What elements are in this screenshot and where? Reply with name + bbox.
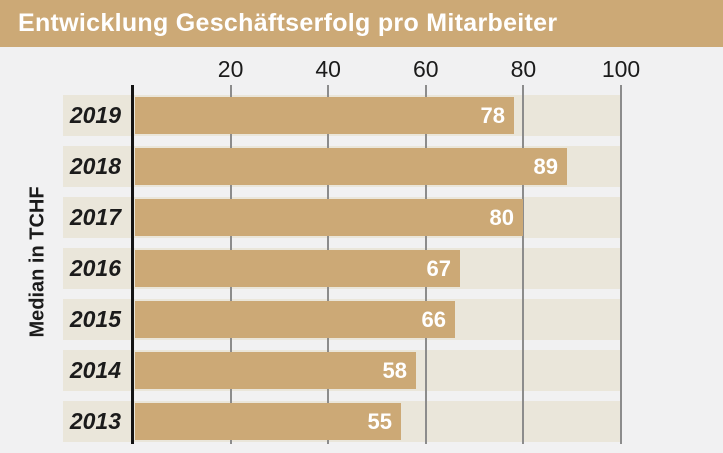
bar: 89	[135, 148, 567, 185]
bar: 80	[135, 199, 523, 236]
bar: 55	[135, 403, 401, 440]
bar-value-label: 55	[367, 409, 392, 434]
gridline	[620, 85, 622, 444]
category-label: 2014	[69, 357, 121, 383]
bar: 78	[135, 97, 514, 134]
chart-title-bar: Entwicklung Geschäftserfolg pro Mitarbei…	[0, 0, 723, 47]
bar: 58	[135, 352, 416, 389]
x-tick-label: 60	[413, 56, 439, 82]
bar-value-label: 78	[480, 103, 505, 128]
category-label: 2015	[69, 306, 121, 332]
x-tick-label: 20	[217, 56, 244, 82]
category-label: 2019	[69, 102, 121, 128]
y-axis-line	[131, 85, 134, 444]
category-label: 2018	[69, 153, 121, 179]
bar-value-label: 58	[382, 358, 407, 383]
category-label: 2016	[69, 255, 121, 281]
category-label: 2017	[69, 204, 121, 230]
x-tick-label: 80	[510, 56, 537, 82]
category-label: 2013	[69, 408, 121, 434]
bar: 67	[135, 250, 460, 287]
chart-title: Entwicklung Geschäftserfolg pro Mitarbei…	[18, 9, 558, 37]
y-axis-label: Median in TCHF	[26, 186, 49, 338]
x-tick-label: 100	[601, 56, 641, 82]
bar-value-label: 80	[489, 205, 514, 230]
x-tick-label: 40	[315, 56, 341, 82]
bar-value-label: 66	[421, 307, 446, 332]
bar-value-label: 89	[533, 154, 558, 179]
bar-value-label: 67	[426, 256, 451, 281]
bar: 66	[135, 301, 455, 338]
gridline	[522, 85, 525, 444]
